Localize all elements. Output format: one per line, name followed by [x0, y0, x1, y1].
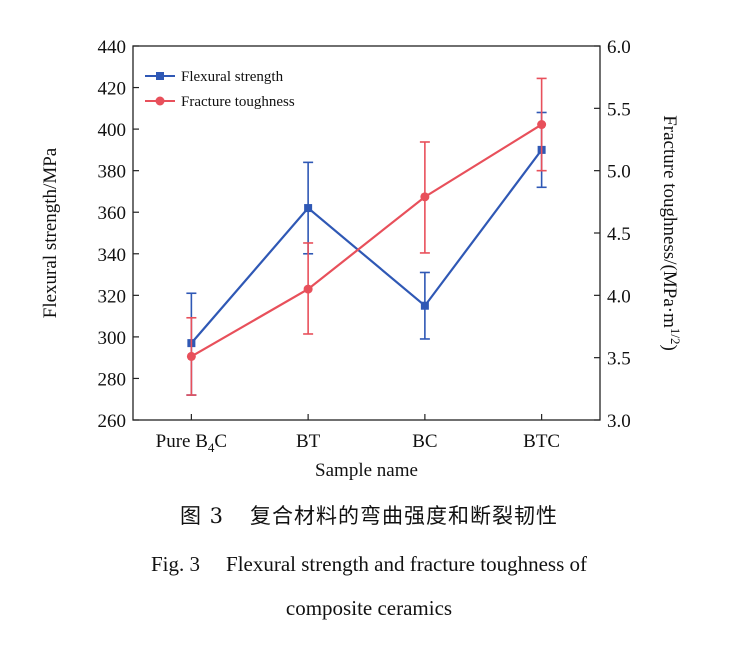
left-tick-label: 400 — [98, 120, 127, 141]
caption-english-line1: Fig. 3 Flexural strength and fracture tou… — [0, 552, 738, 577]
data-point-square — [304, 204, 313, 213]
x-tick-label: BTC — [523, 431, 560, 452]
left-tick-label: 320 — [98, 286, 127, 307]
left-tick-label: 280 — [98, 369, 127, 390]
right-tick-label: 3.5 — [607, 349, 631, 370]
x-axis-title: Sample name — [315, 460, 418, 481]
left-tick-label: 380 — [98, 162, 127, 183]
series-line — [190, 149, 543, 344]
data-point-circle — [537, 120, 547, 130]
chart-svg: 260 280 300 320 340 360 380 400 420 440 3.0 3.5 4.0 4… — [40, 37, 683, 481]
legend-marker-square — [156, 72, 164, 80]
x-tick-label: BT — [296, 431, 321, 452]
data-point-square — [420, 301, 429, 310]
left-tick-label: 440 — [98, 37, 127, 58]
left-tick-label: 340 — [98, 245, 127, 266]
legend-label: Fracture toughness — [181, 94, 295, 110]
caption-cn-number: 图 3 — [179, 504, 225, 528]
right-tick-label: 3.0 — [607, 411, 631, 432]
data-point-circle — [186, 351, 196, 361]
data-point-circle — [420, 192, 430, 202]
caption-english-line2: composite ceramics — [285, 596, 453, 620]
x-tick-label: Pure B4C — [156, 431, 227, 455]
left-tick-label: 300 — [98, 328, 127, 349]
right-tick-label: 5.5 — [607, 99, 631, 120]
x-tick-label: BC — [412, 431, 437, 452]
right-tick-label: 5.0 — [607, 162, 631, 183]
left-axis-title: Flexural strength/MPa — [40, 147, 61, 318]
right-tick-label: 4.5 — [607, 224, 631, 245]
caption-chinese: 图 3 复合材料的弯曲强度和断裂韧性 — [0, 500, 738, 530]
right-tick-label: 6.0 — [607, 37, 631, 58]
left-tick-label: 260 — [98, 411, 127, 432]
legend-marker-circle — [155, 96, 165, 106]
chart: 260 280 300 320 340 360 380 400 420 440 3.0 3.5 4.0 4… — [40, 37, 683, 481]
right-tick-label: 4.0 — [607, 286, 631, 307]
caption-en-number: Fig. 3 — [151, 552, 201, 576]
data-point-circle — [303, 284, 313, 294]
left-tick-label: 360 — [98, 203, 127, 224]
series-line — [190, 123, 543, 358]
caption-en-text: Flexural strength and fracture toughness… — [226, 552, 587, 576]
legend-label: Flexural strength — [181, 69, 284, 85]
left-tick-label: 420 — [98, 79, 127, 100]
right-axis-title: Fracture toughness/(MPa·m1/2) — [659, 115, 683, 351]
caption-cn-text: 复合材料的弯曲强度和断裂韧性 — [250, 504, 559, 528]
